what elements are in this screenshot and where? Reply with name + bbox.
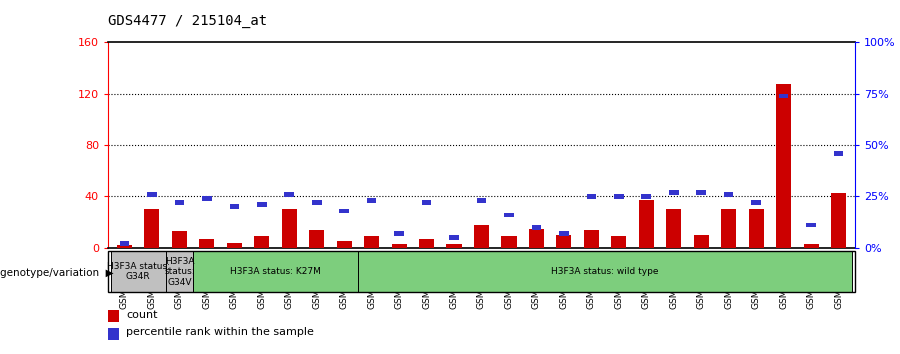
Bar <box>529 229 544 248</box>
Bar <box>721 209 736 248</box>
Bar <box>559 231 569 236</box>
Bar <box>532 225 541 229</box>
Text: H3F3A status:
G34R: H3F3A status: G34R <box>107 262 170 281</box>
Text: genotype/variation  ▶: genotype/variation ▶ <box>0 268 113 278</box>
Bar <box>584 230 598 248</box>
Bar <box>639 200 653 248</box>
Bar <box>697 190 706 195</box>
Text: H3F3A
status:
G34V: H3F3A status: G34V <box>164 257 194 287</box>
Text: H3F3A status: wild type: H3F3A status: wild type <box>552 267 659 276</box>
Bar <box>778 93 788 98</box>
Bar <box>392 244 407 248</box>
Text: count: count <box>126 310 158 320</box>
Bar <box>117 245 132 248</box>
Bar <box>724 192 733 197</box>
Bar <box>394 231 404 236</box>
Bar <box>364 236 379 248</box>
Bar <box>501 236 517 248</box>
Bar <box>446 244 462 248</box>
Bar <box>120 241 130 246</box>
Bar <box>172 231 187 248</box>
Bar <box>230 205 239 209</box>
Bar <box>199 239 214 248</box>
Text: H3F3A status: K27M: H3F3A status: K27M <box>230 267 321 276</box>
Bar <box>144 209 159 248</box>
Bar <box>694 235 709 248</box>
Bar <box>337 241 352 248</box>
Bar <box>669 190 679 195</box>
Text: GDS4477 / 215104_at: GDS4477 / 215104_at <box>108 14 267 28</box>
Bar <box>310 230 324 248</box>
Bar <box>284 192 294 197</box>
Bar <box>339 209 349 213</box>
Bar <box>312 200 321 205</box>
Bar <box>257 202 266 207</box>
Bar <box>556 235 572 248</box>
Bar <box>202 196 211 201</box>
Bar <box>367 198 376 203</box>
Bar <box>147 192 157 197</box>
Bar <box>477 198 486 203</box>
Bar <box>282 209 297 248</box>
Bar <box>587 194 596 199</box>
Bar <box>752 200 760 205</box>
Bar <box>504 213 514 217</box>
Bar <box>111 251 166 292</box>
Bar <box>614 194 624 199</box>
Bar <box>833 151 843 156</box>
Bar <box>831 193 846 248</box>
Bar <box>776 84 791 248</box>
Bar <box>642 194 651 199</box>
Text: percentile rank within the sample: percentile rank within the sample <box>126 327 314 337</box>
Bar <box>422 200 431 205</box>
Bar <box>474 225 489 248</box>
Bar <box>749 209 764 248</box>
Bar <box>611 236 626 248</box>
Bar <box>166 251 194 292</box>
Bar <box>254 236 269 248</box>
Bar <box>449 235 459 240</box>
Bar <box>666 209 681 248</box>
Bar <box>194 251 358 292</box>
Bar <box>175 200 184 205</box>
Bar <box>227 243 242 248</box>
Bar <box>804 244 819 248</box>
Bar <box>358 251 852 292</box>
Bar <box>806 223 816 228</box>
Bar <box>419 239 434 248</box>
